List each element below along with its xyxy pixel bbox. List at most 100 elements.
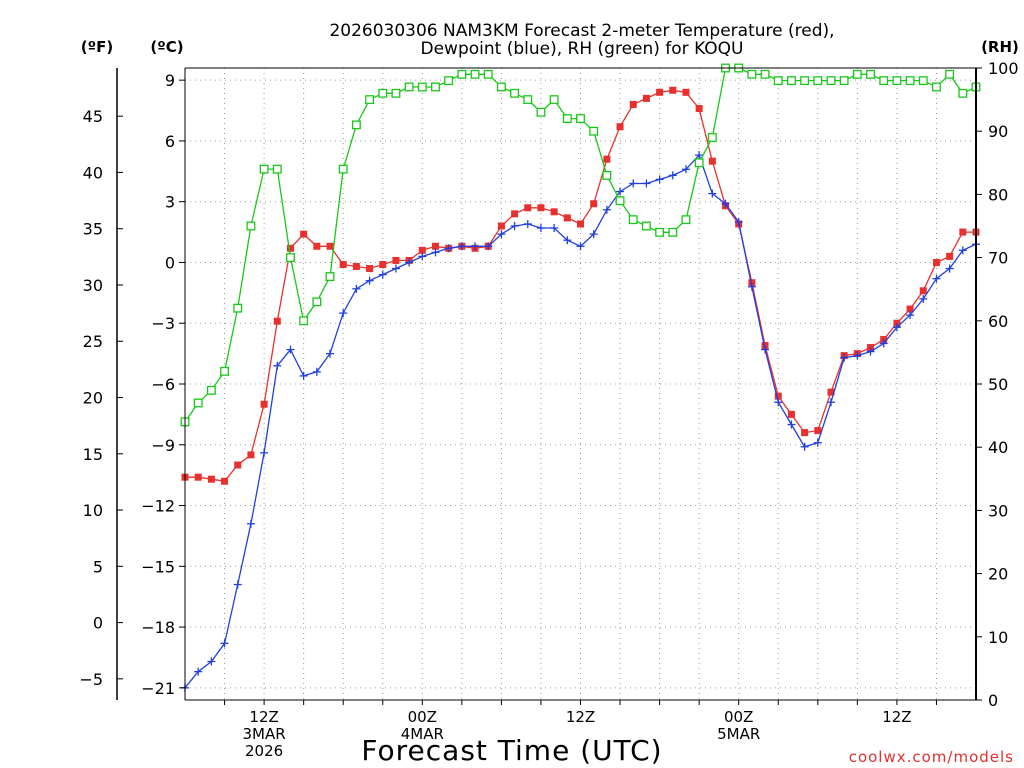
temperature-point — [563, 214, 571, 222]
dewpoint-point — [497, 230, 506, 239]
rh-point — [681, 215, 691, 225]
celsius-unit-label: (ºC) — [150, 38, 183, 56]
dewpoint-point — [431, 248, 440, 257]
dewpoint-point — [932, 274, 941, 283]
temperature-point — [339, 260, 347, 268]
series-temperature — [181, 86, 980, 485]
dewpoint-point — [840, 353, 849, 362]
rh-point — [496, 82, 506, 92]
temperature-point — [946, 252, 954, 260]
celsius-tick-label: −12 — [141, 497, 175, 516]
rh-point — [589, 126, 599, 136]
rh-point — [378, 88, 388, 98]
rh-point — [602, 170, 612, 180]
temperature-point — [286, 244, 294, 252]
temperature-point — [590, 200, 598, 208]
temperature-point — [537, 204, 545, 212]
x-tick-label: 12Z — [566, 708, 595, 726]
temperature-point — [392, 256, 400, 264]
dewpoint-point — [945, 264, 954, 273]
dewpoint-point — [866, 347, 875, 356]
dewpoint-point — [576, 242, 585, 251]
dewpoint-point — [826, 398, 835, 407]
rh-point — [536, 107, 546, 117]
temperature-point — [867, 344, 875, 352]
dewpoint-point — [286, 345, 295, 354]
celsius-tick-label: −9 — [151, 436, 175, 455]
rh-point — [351, 120, 361, 130]
celsius-tick-label: −15 — [141, 557, 175, 576]
dewpoint-point — [260, 448, 269, 457]
rh-point — [932, 82, 941, 92]
rh-point — [918, 76, 928, 86]
x-tick-label: 3MAR — [243, 725, 286, 743]
rh-point — [299, 316, 309, 326]
dewpoint-point — [747, 282, 756, 291]
dewpoint-point — [787, 420, 796, 429]
temperature-point — [511, 210, 519, 218]
rh-point — [628, 215, 638, 225]
temperature-point — [801, 429, 809, 437]
rh-point — [523, 95, 533, 105]
rh-point — [879, 76, 889, 86]
dewpoint-point — [813, 438, 822, 447]
celsius-tick-label: −3 — [151, 314, 175, 333]
rh-tick-label: 10 — [988, 628, 1008, 647]
dewpoint-point — [734, 217, 743, 226]
dewpoint-point — [405, 258, 414, 267]
temperature-point — [774, 392, 782, 400]
chart-title-line2: Dewpoint (blue), RH (green) for KOQU — [421, 39, 744, 59]
temperature-point — [577, 220, 584, 228]
dewpoint-point — [312, 367, 321, 376]
dewpoint-point — [378, 270, 387, 279]
rh-point — [510, 88, 520, 98]
temperature-point — [247, 451, 255, 459]
fahrenheit-tick-label: 45 — [83, 107, 103, 126]
temperature-point — [695, 105, 703, 113]
rh-point — [417, 82, 427, 92]
series-rh — [180, 63, 981, 427]
rh-point — [365, 95, 375, 105]
series-layer — [180, 63, 981, 692]
dewpoint-point — [233, 580, 242, 589]
dewpoint-point — [919, 294, 928, 303]
temperature-point — [629, 100, 637, 108]
temperature-point — [708, 157, 716, 165]
dewpoint-point — [391, 264, 400, 273]
temperature-point — [431, 242, 439, 250]
dewpoint-point — [326, 349, 335, 358]
dewpoint-point — [589, 230, 598, 239]
fahrenheit-tick-label: 5 — [93, 557, 103, 576]
dewpoint-point — [339, 309, 348, 318]
rh-point — [286, 253, 295, 263]
x-tick-label: 5MAR — [717, 725, 760, 743]
rh-point — [562, 114, 572, 124]
temperature-point — [221, 477, 229, 485]
fahrenheit-tick-label: −5 — [79, 670, 103, 689]
x-tick-label: 12Z — [249, 708, 278, 726]
temperature-point — [234, 461, 242, 469]
dewpoint-point — [563, 236, 572, 245]
temperature-point — [273, 317, 281, 325]
rh-point — [325, 272, 335, 282]
x-tick-label: 2026 — [245, 742, 283, 760]
dewpoint-point — [655, 175, 664, 184]
fahrenheit-tick-label: 10 — [83, 501, 103, 520]
fahrenheit-tick-label: 25 — [83, 332, 103, 351]
temperature-point — [893, 319, 901, 327]
rh-unit-label: (RH) — [981, 38, 1019, 56]
dewpoint-point — [958, 246, 967, 255]
temperature-point — [418, 246, 426, 254]
fahrenheit-tick-label: 20 — [83, 389, 103, 408]
rh-point — [813, 76, 823, 86]
rh-point — [866, 69, 875, 79]
rh-point — [800, 76, 810, 86]
rh-point — [338, 164, 348, 174]
temperature-point — [497, 222, 505, 230]
temperature-point — [352, 263, 360, 271]
dewpoint-point — [484, 242, 493, 251]
x-axis-title: Forecast Time (UTC) — [361, 734, 662, 767]
x-tick-label: 00Z — [724, 708, 753, 726]
rh-tick-label: 30 — [988, 501, 1008, 520]
